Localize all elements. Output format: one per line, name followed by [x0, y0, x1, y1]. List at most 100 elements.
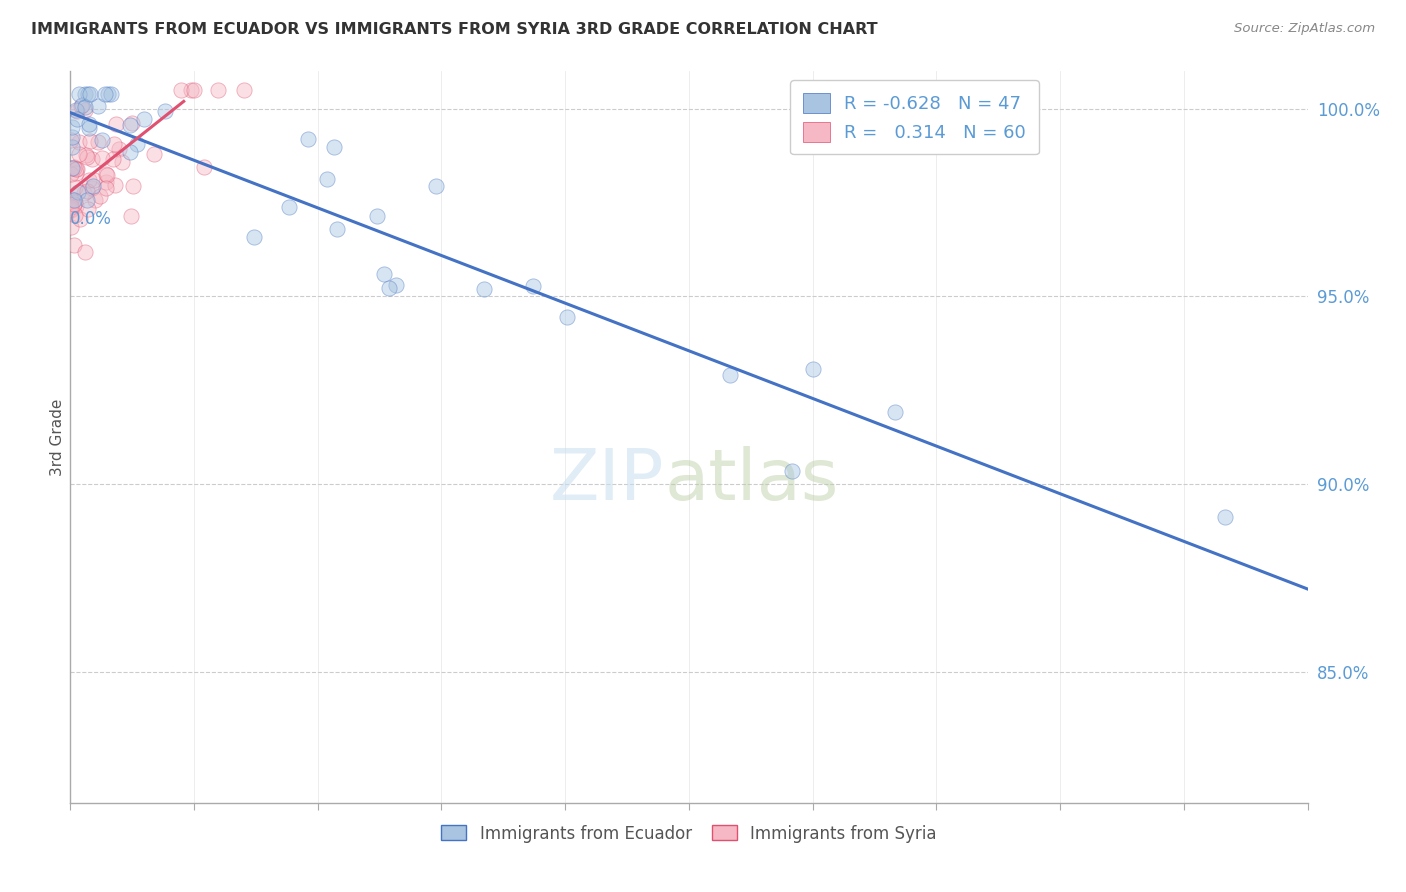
Point [60, 200, 83, 214]
Point [425, 178, 447, 193]
Point [118, 118, 141, 132]
Point [60, 203, 83, 218]
Point [60, 197, 83, 211]
Point [75, 148, 97, 162]
Point [75, 100, 97, 114]
Point [84, 193, 107, 207]
Point [79, 121, 101, 136]
Point [79, 87, 101, 101]
Point [297, 132, 319, 146]
Point [67, 87, 90, 101]
Point [66, 103, 89, 118]
Point [884, 404, 907, 418]
Point [100, 87, 122, 101]
Point [718, 368, 741, 383]
Point [63, 161, 86, 175]
Point [153, 104, 176, 119]
Point [96, 175, 118, 189]
Point [125, 137, 148, 152]
Point [65, 162, 87, 177]
Point [557, 310, 579, 324]
Point [384, 278, 406, 293]
Point [76, 194, 98, 208]
Point [60, 167, 83, 181]
Text: 0.0%: 0.0% [70, 211, 112, 228]
Point [103, 153, 125, 167]
Point [780, 464, 803, 478]
Point [73, 245, 96, 260]
Point [118, 145, 141, 159]
Point [111, 155, 134, 169]
Point [103, 136, 125, 151]
Point [183, 83, 205, 97]
Point [66, 112, 89, 127]
Point [1213, 510, 1236, 524]
Point [378, 281, 401, 295]
Point [91, 133, 114, 147]
Point [69, 211, 91, 226]
Point [91, 152, 114, 166]
Point [77, 173, 100, 187]
Point [67, 146, 90, 161]
Text: ZIP: ZIP [550, 447, 664, 516]
Point [65, 167, 87, 181]
Point [60, 192, 83, 206]
Point [83, 173, 105, 187]
Point [63, 197, 86, 211]
Point [60, 120, 83, 135]
Point [170, 83, 193, 97]
Point [193, 160, 215, 174]
Point [60, 202, 83, 216]
Point [120, 209, 142, 223]
Point [278, 200, 301, 214]
Point [69, 99, 91, 113]
Point [80, 153, 103, 167]
Point [73, 87, 96, 101]
Point [60, 161, 83, 175]
Point [207, 83, 229, 97]
Legend: Immigrants from Ecuador, Immigrants from Syria: Immigrants from Ecuador, Immigrants from… [434, 818, 943, 849]
Point [87, 136, 110, 150]
Point [65, 103, 87, 118]
Point [322, 139, 344, 153]
Point [60, 130, 83, 145]
Point [60, 133, 83, 147]
Point [94, 181, 117, 195]
Text: IMMIGRANTS FROM ECUADOR VS IMMIGRANTS FROM SYRIA 3RD GRADE CORRELATION CHART: IMMIGRANTS FROM ECUADOR VS IMMIGRANTS FR… [31, 22, 877, 37]
Point [76, 150, 98, 164]
Point [67, 186, 90, 200]
Point [76, 184, 98, 198]
Point [373, 267, 395, 281]
Point [472, 282, 495, 296]
Point [63, 161, 86, 175]
Text: Source: ZipAtlas.com: Source: ZipAtlas.com [1234, 22, 1375, 36]
Point [97, 87, 120, 101]
Point [134, 112, 156, 126]
Point [326, 222, 349, 236]
Point [80, 181, 103, 195]
Point [142, 147, 165, 161]
Point [121, 179, 143, 194]
Point [96, 168, 118, 182]
Point [243, 230, 266, 244]
Text: atlas: atlas [664, 447, 838, 516]
Point [65, 199, 87, 213]
Point [89, 189, 111, 203]
Point [63, 208, 86, 222]
Point [121, 116, 143, 130]
Point [66, 162, 89, 177]
Point [73, 186, 96, 200]
Point [63, 238, 86, 252]
Point [70, 98, 93, 112]
Point [75, 103, 97, 118]
Point [67, 135, 90, 149]
Point [801, 362, 824, 376]
Point [522, 279, 544, 293]
Point [79, 134, 101, 148]
Point [77, 202, 100, 216]
Point [63, 193, 86, 207]
Point [60, 220, 83, 235]
Point [82, 178, 104, 193]
Point [108, 142, 131, 156]
Point [232, 83, 254, 97]
